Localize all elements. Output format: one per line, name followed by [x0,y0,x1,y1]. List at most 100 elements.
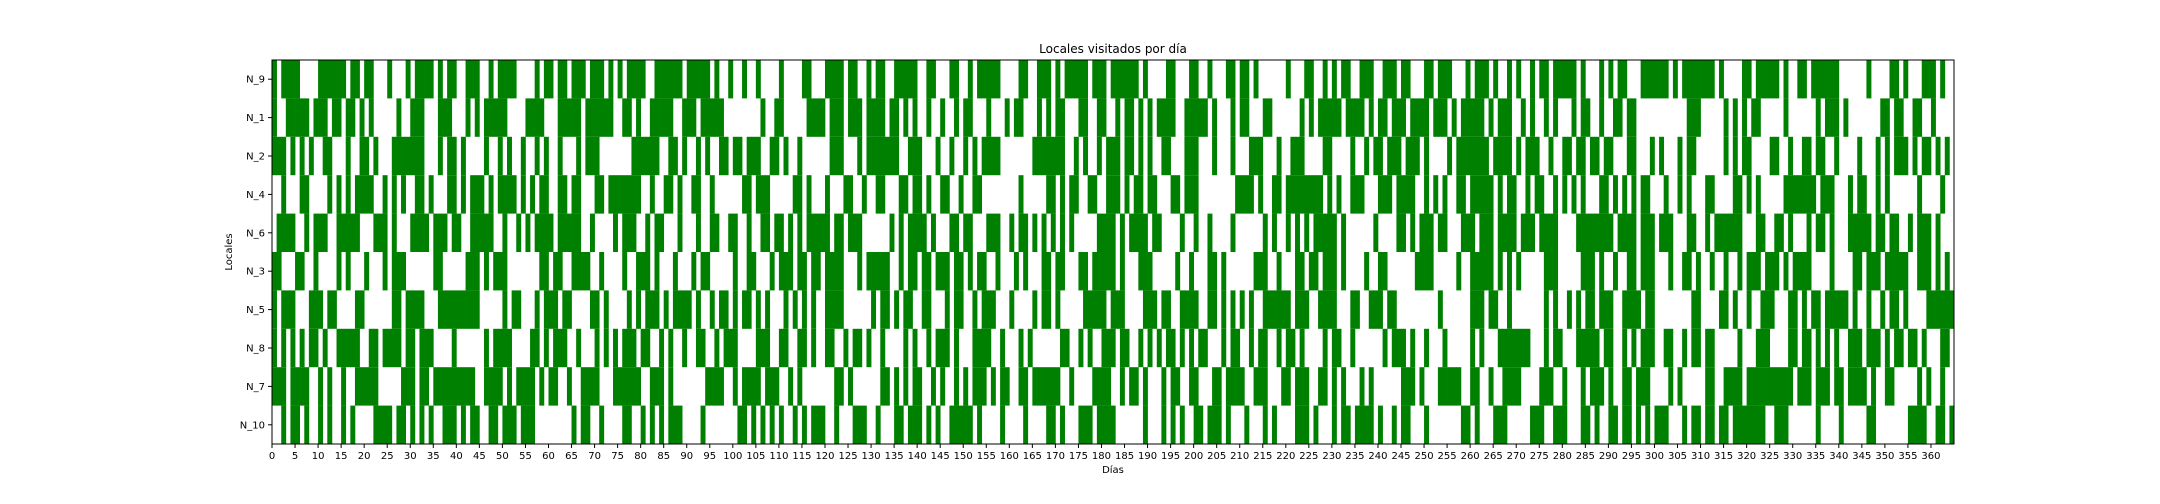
heatmap-cell [1318,367,1324,406]
heatmap-cell [977,175,983,214]
heatmap-cell [1258,328,1264,368]
heatmap-cell [1036,367,1042,406]
heatmap-cell [345,213,351,252]
heatmap-cell [1562,175,1568,214]
heatmap-cell [1414,252,1420,291]
heatmap-cell [1299,252,1305,291]
heatmap-cell [1161,367,1167,406]
heatmap-cell [1069,175,1075,214]
heatmap-cell [792,405,798,444]
heatmap-cell [562,60,568,99]
x-tick-label: 330 [1783,451,1802,462]
heatmap-cell [1649,328,1655,368]
heatmap-cell [1930,98,1936,137]
heatmap-cell [387,60,393,99]
heatmap-cell [447,175,453,214]
heatmap-cell [788,252,794,291]
heatmap-cell [1709,60,1715,99]
heatmap-cell [1101,405,1107,444]
heatmap-cell [396,136,402,176]
heatmap-cell [824,328,830,368]
heatmap-cell [488,213,494,252]
heatmap-cell [1935,213,1941,252]
heatmap-cell [1101,367,1107,406]
heatmap-cell [1875,213,1881,252]
heatmap-row-N_4 [281,175,1946,214]
heatmap-cell [1331,367,1337,406]
heatmap-cell [322,98,328,137]
heatmap-cell [308,136,314,176]
heatmap-cell [1889,60,1895,99]
heatmap-cell [1230,328,1236,368]
heatmap-cell [838,213,844,252]
x-tick-label: 80 [634,451,647,462]
heatmap-cell [1193,175,1199,214]
heatmap-cell [1083,252,1089,291]
heatmap-cell [1834,60,1840,99]
heatmap-cell [1589,213,1595,252]
heatmap-cell [695,328,701,368]
heatmap-cell [1884,175,1890,214]
heatmap-cell [1746,290,1752,329]
heatmap-cell [1686,175,1692,214]
heatmap-cell [1903,290,1909,329]
heatmap-cell [1295,252,1300,291]
heatmap-cell [322,136,328,176]
heatmap-cell [488,98,494,137]
heatmap-cell [1262,290,1268,329]
heatmap-cell [1857,213,1863,252]
heatmap-cell [1419,367,1425,406]
heatmap-cell [824,175,830,214]
heatmap-cell [986,290,992,329]
heatmap-cell [1479,290,1485,329]
heatmap-cell [1202,98,1208,137]
heatmap-cell [682,136,688,176]
heatmap-cell [1769,290,1775,329]
heatmap-cell [405,60,411,99]
heatmap-cell [880,252,886,291]
heatmap-cell [1433,98,1439,137]
heatmap-cell [1562,367,1568,406]
heatmap-cell [1244,98,1250,137]
heatmap-cell [1368,98,1374,137]
heatmap-cell [1350,290,1356,329]
x-tick-label: 90 [680,451,693,462]
x-tick-label: 240 [1368,451,1387,462]
heatmap-cell [769,136,775,176]
heatmap-cell [1861,175,1867,214]
heatmap-cell [1175,252,1181,291]
heatmap-cell [940,252,946,291]
heatmap-cell [1460,175,1466,214]
heatmap-cell [1815,98,1821,137]
heatmap-cell [589,136,595,176]
heatmap-cell [751,367,757,406]
heatmap-cell [1331,252,1337,291]
heatmap-cell [1387,60,1393,99]
heatmap-cell [649,367,655,406]
heatmap-cell [1083,98,1089,137]
heatmap-cell [1419,213,1425,252]
heatmap-cell [1290,328,1296,368]
heatmap-cell [811,213,817,252]
heatmap-cell [649,175,655,214]
heatmap-cell [889,213,895,252]
heatmap-cell [1479,98,1485,137]
heatmap-cell [1811,290,1817,329]
y-tick-label: N_5 [246,305,265,316]
heatmap-cell [871,290,877,329]
heatmap-cell [299,98,305,137]
heatmap-cell [889,136,895,176]
heatmap-cell [728,60,734,99]
heatmap-cell [1327,98,1333,137]
heatmap-cell [1594,136,1600,176]
heatmap-cell [1396,213,1402,252]
heatmap-cell [1691,328,1697,368]
heatmap-cell [497,136,503,176]
heatmap-cell [1746,252,1752,291]
heatmap-cell [1193,213,1199,252]
heatmap-cell [1742,405,1747,444]
heatmap-cell [1815,136,1821,176]
heatmap-cell [507,328,512,368]
heatmap-cell [875,98,881,137]
heatmap-cell [1460,213,1466,252]
